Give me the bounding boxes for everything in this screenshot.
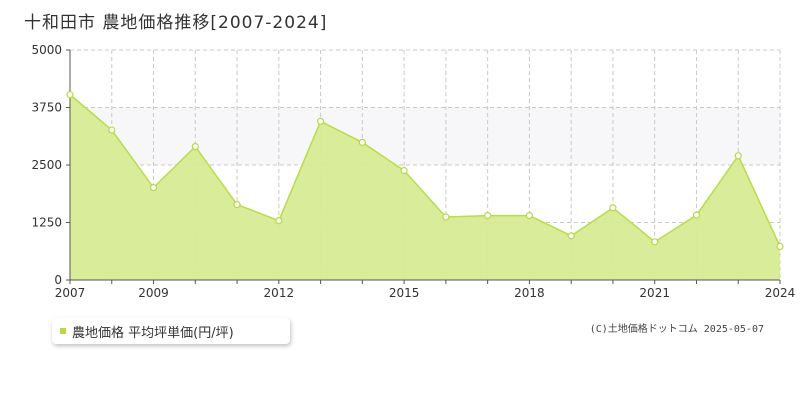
x-tick-label: 2024 xyxy=(765,286,796,300)
data-point xyxy=(66,91,74,99)
x-tick-label: 2012 xyxy=(264,286,295,300)
data-point xyxy=(525,212,534,220)
data-point xyxy=(191,143,199,151)
x-tick-label: 2007 xyxy=(55,286,86,300)
data-point xyxy=(484,212,492,220)
legend: 農地価格 平均坪単価(円/坪) xyxy=(52,318,290,344)
x-tick-label: 2009 xyxy=(138,286,169,300)
y-tick-label: 5000 xyxy=(31,43,62,57)
background-band xyxy=(70,107,780,165)
y-tick-label: 0 xyxy=(54,273,62,287)
y-tick-label: 2500 xyxy=(31,158,62,172)
legend-swatch xyxy=(60,328,66,334)
copyright-text: (C)土地価格ドットコム 2025-05-07 xyxy=(589,324,764,335)
series-area xyxy=(70,94,780,281)
data-point xyxy=(108,126,116,134)
data-point xyxy=(400,166,408,175)
x-tick-label: 2018 xyxy=(514,286,545,300)
legend-label: 農地価格 平均坪単価(円/坪) xyxy=(72,325,234,341)
x-tick-label: 2015 xyxy=(389,286,420,300)
data-point xyxy=(734,152,742,160)
x-tick-label: 2021 xyxy=(639,286,670,300)
series-line xyxy=(69,94,781,247)
data-point xyxy=(442,213,450,221)
y-tick-label: 3750 xyxy=(31,101,62,115)
data-point xyxy=(776,242,784,251)
y-tick-label: 1250 xyxy=(31,216,62,230)
data-point xyxy=(651,238,659,246)
data-point xyxy=(149,183,158,192)
data-point xyxy=(316,117,325,125)
data-point xyxy=(275,217,283,225)
data-point xyxy=(692,211,701,219)
data-point xyxy=(609,204,617,212)
data-point xyxy=(358,138,366,147)
data-point xyxy=(567,232,575,240)
data-point xyxy=(233,200,241,209)
chart-title: 十和田市 農地価格推移[2007-2024] xyxy=(24,13,328,33)
